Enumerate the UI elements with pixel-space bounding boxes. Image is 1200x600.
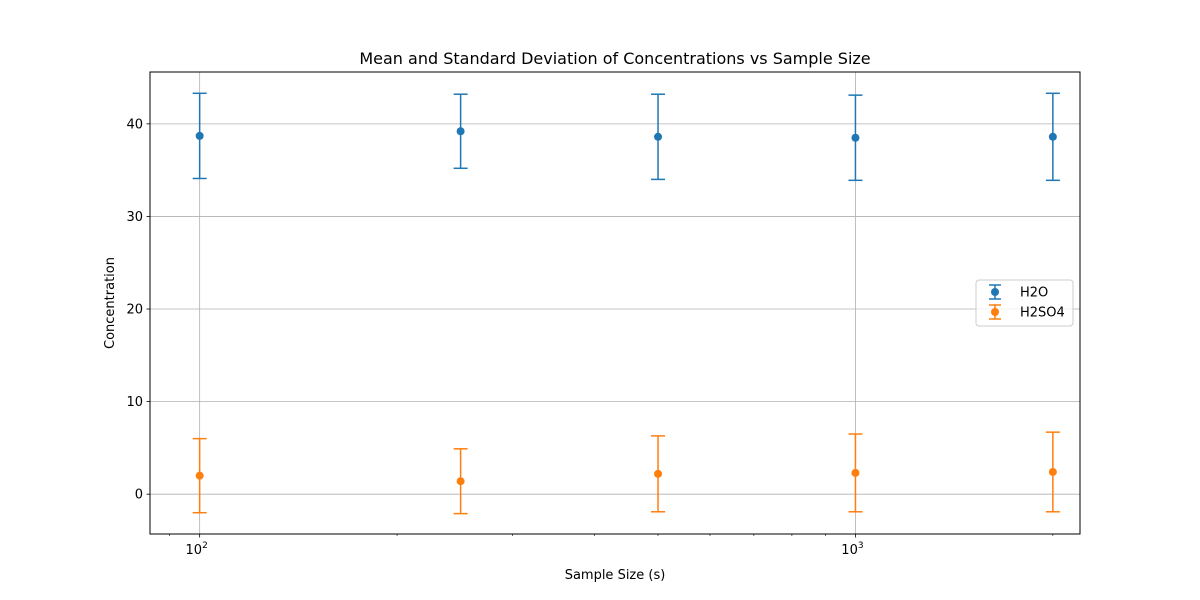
series-h2so4 — [192, 431, 1060, 515]
legend-label: H2SO4 — [1020, 306, 1065, 321]
data-layer — [192, 92, 1060, 515]
data-point — [456, 127, 465, 136]
data-point — [1048, 132, 1057, 141]
data-point — [195, 131, 204, 140]
data-point — [851, 468, 860, 477]
y-tick-label: 30 — [126, 210, 143, 225]
plot-frame — [149, 71, 1081, 535]
x-tick-label: 102 — [186, 541, 208, 558]
data-point — [195, 471, 204, 480]
y-tick-label: 0 — [135, 488, 143, 503]
legend: H2O H2SO4 — [975, 279, 1074, 327]
x-tick-base: 10 — [841, 543, 858, 558]
data-point — [654, 469, 663, 478]
legend-box — [975, 279, 1074, 327]
data-point — [456, 477, 465, 486]
x-tick-exponent: 2 — [202, 541, 208, 551]
data-point — [1048, 467, 1057, 476]
chart-title: Mean and Standard Deviation of Concentra… — [359, 49, 870, 68]
x-tick-base: 10 — [186, 543, 203, 558]
x-tick-label: 103 — [841, 541, 863, 558]
series-h2o — [192, 92, 1060, 182]
data-point — [654, 132, 663, 141]
legend-label: H2O — [1020, 286, 1048, 301]
x-axis-label: Sample Size (s) — [565, 568, 666, 583]
legend-swatch-marker — [991, 308, 999, 316]
y-tick-label: 10 — [126, 395, 143, 410]
legend-swatch-marker — [991, 288, 999, 296]
y-axis-label: Concentration — [103, 257, 118, 349]
y-tick-label: 20 — [126, 303, 143, 318]
y-tick-label: 40 — [126, 117, 143, 132]
data-point — [851, 133, 860, 142]
x-tick-exponent: 3 — [858, 541, 864, 551]
